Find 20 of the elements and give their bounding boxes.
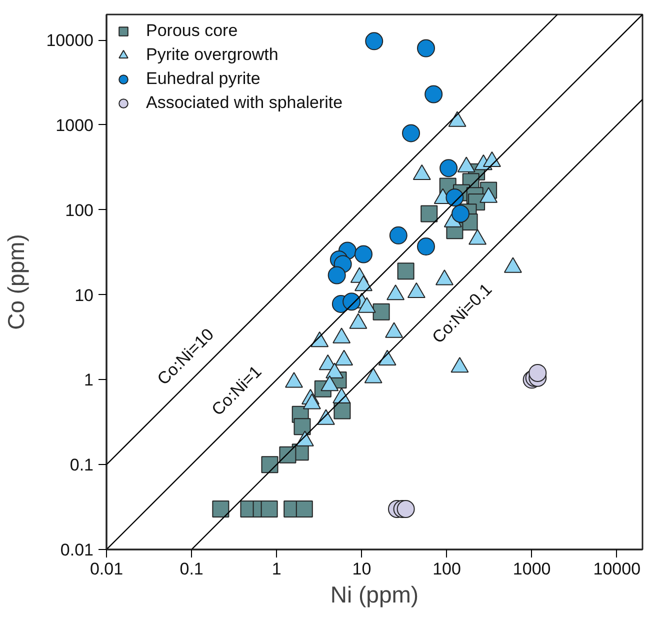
x-tick-label: 0.1 — [180, 560, 204, 578]
x-tick-label: 10000 — [593, 560, 641, 578]
legend-label: Associated with sphalerite — [146, 93, 343, 113]
y-tick-label: 100 — [65, 200, 94, 220]
y-tick-label: 0.01 — [60, 540, 94, 560]
legend-label: Euhedral pyrite — [146, 69, 260, 89]
y-tick-label: 0.1 — [70, 456, 94, 475]
x-tick-label: 0.01 — [90, 560, 124, 578]
y-tick-label: 1000 — [56, 116, 94, 135]
y-tick-label: 10 — [74, 286, 94, 305]
x-tick-label: 10 — [352, 560, 372, 578]
x-tick-label: 1 — [272, 560, 282, 578]
x-tick-label: 1000 — [512, 560, 551, 578]
x-axis-title: Ni (ppm) — [330, 582, 419, 608]
y-tick-label: 10000 — [46, 31, 94, 50]
x-tick-label: 100 — [432, 560, 461, 578]
y-tick-label: 1 — [84, 370, 94, 390]
legend-label: Pyrite overgrowth — [146, 45, 278, 65]
legend-label: Porous core — [146, 21, 238, 41]
y-axis-title: Co (ppm) — [3, 234, 30, 330]
